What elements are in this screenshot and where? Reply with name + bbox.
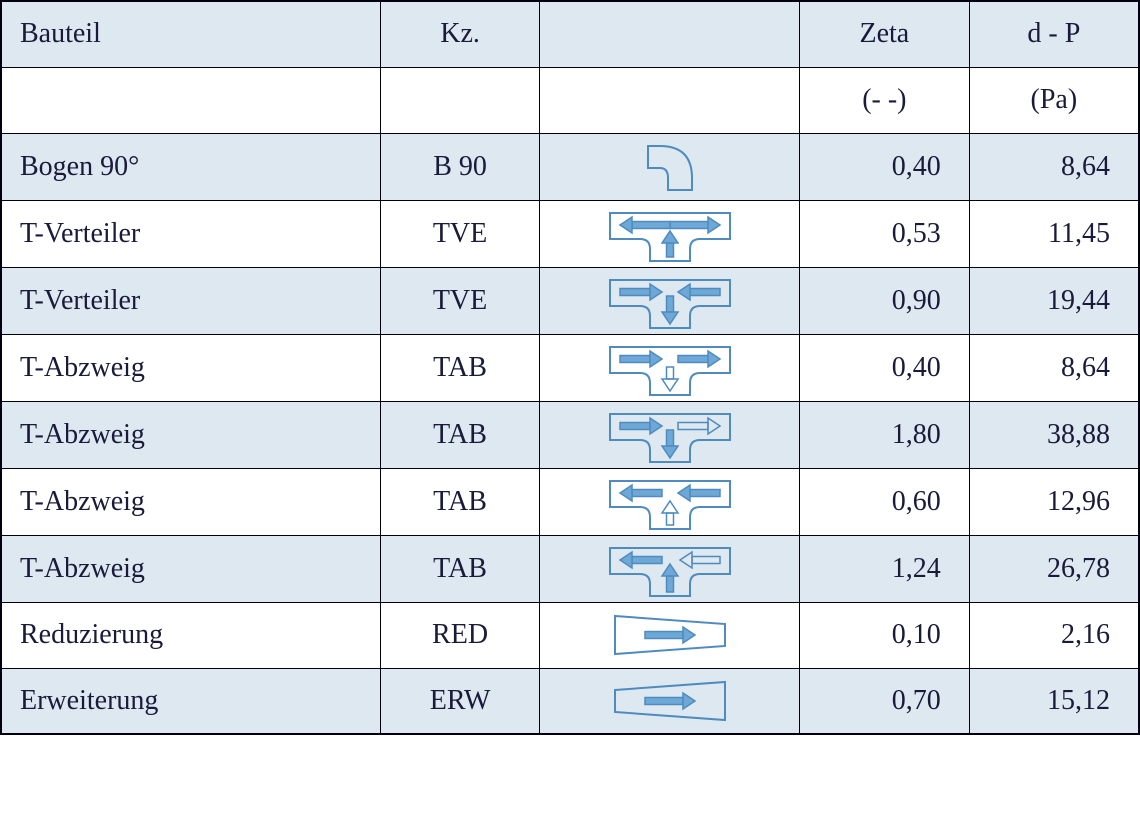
cell-zeta: 0,70 <box>800 668 970 734</box>
cell-kz: ERW <box>380 668 540 734</box>
cell-kz: TAB <box>380 468 540 535</box>
table-row: T-VerteilerTVE 0,9019,44 <box>1 267 1139 334</box>
tab_branch_out-icon <box>540 339 799 397</box>
component-table-wrap: Bauteil Kz. Zeta d - P (- -) (Pa) Bogen … <box>0 0 1140 735</box>
cell-dp: 12,96 <box>969 468 1139 535</box>
tve_split-icon <box>540 205 799 263</box>
cell-dp: 38,88 <box>969 401 1139 468</box>
units-kz <box>380 67 540 133</box>
units-dp: (Pa) <box>969 67 1139 133</box>
tab_down_full-icon <box>540 406 799 464</box>
cell-dp: 11,45 <box>969 200 1139 267</box>
cell-kz: TAB <box>380 535 540 602</box>
cell-zeta: 0,60 <box>800 468 970 535</box>
units-zeta: (- -) <box>800 67 970 133</box>
units-symbol <box>540 67 800 133</box>
cell-kz: RED <box>380 602 540 668</box>
reducer-icon <box>540 610 799 660</box>
cell-symbol <box>540 602 800 668</box>
cell-dp: 15,12 <box>969 668 1139 734</box>
cell-zeta: 1,80 <box>800 401 970 468</box>
cell-bauteil: T-Abzweig <box>1 468 380 535</box>
cell-symbol <box>540 401 800 468</box>
cell-bauteil: Bogen 90° <box>1 133 380 200</box>
header-dp: d - P <box>969 1 1139 67</box>
bogen90-icon <box>540 138 799 196</box>
cell-bauteil: Erweiterung <box>1 668 380 734</box>
cell-dp: 8,64 <box>969 334 1139 401</box>
table-row: T-AbzweigTAB 0,6012,96 <box>1 468 1139 535</box>
table-row: ReduzierungRED 0,102,16 <box>1 602 1139 668</box>
cell-zeta: 1,24 <box>800 535 970 602</box>
cell-kz: TVE <box>380 200 540 267</box>
cell-bauteil: T-Verteiler <box>1 267 380 334</box>
cell-kz: TVE <box>380 267 540 334</box>
table-row: T-AbzweigTAB 1,2426,78 <box>1 535 1139 602</box>
cell-bauteil: T-Abzweig <box>1 535 380 602</box>
cell-symbol <box>540 200 800 267</box>
cell-zeta: 0,10 <box>800 602 970 668</box>
cell-bauteil: T-Abzweig <box>1 401 380 468</box>
cell-symbol <box>540 535 800 602</box>
cell-kz: B 90 <box>380 133 540 200</box>
component-table: Bauteil Kz. Zeta d - P (- -) (Pa) Bogen … <box>0 0 1140 735</box>
cell-dp: 2,16 <box>969 602 1139 668</box>
table-row: Bogen 90°B 90 0,408,64 <box>1 133 1139 200</box>
tve_merge-icon <box>540 272 799 330</box>
tab_up_full-icon <box>540 540 799 598</box>
cell-symbol <box>540 468 800 535</box>
cell-bauteil: Reduzierung <box>1 602 380 668</box>
table-row: T-VerteilerTVE 0,5311,45 <box>1 200 1139 267</box>
header-bauteil: Bauteil <box>1 1 380 67</box>
tab_merge_up-icon <box>540 473 799 531</box>
table-row: T-AbzweigTAB 1,8038,88 <box>1 401 1139 468</box>
header-kz: Kz. <box>380 1 540 67</box>
cell-zeta: 0,40 <box>800 334 970 401</box>
cell-dp: 26,78 <box>969 535 1139 602</box>
units-bauteil <box>1 67 380 133</box>
cell-zeta: 0,90 <box>800 267 970 334</box>
cell-symbol <box>540 267 800 334</box>
table-row: T-AbzweigTAB 0,408,64 <box>1 334 1139 401</box>
cell-dp: 19,44 <box>969 267 1139 334</box>
cell-kz: TAB <box>380 401 540 468</box>
units-row: (- -) (Pa) <box>1 67 1139 133</box>
header-row: Bauteil Kz. Zeta d - P <box>1 1 1139 67</box>
cell-zeta: 0,40 <box>800 133 970 200</box>
table-row: ErweiterungERW 0,7015,12 <box>1 668 1139 734</box>
cell-symbol <box>540 334 800 401</box>
expander-icon <box>540 676 799 726</box>
header-symbol <box>540 1 800 67</box>
cell-kz: TAB <box>380 334 540 401</box>
cell-bauteil: T-Verteiler <box>1 200 380 267</box>
cell-symbol <box>540 668 800 734</box>
cell-bauteil: T-Abzweig <box>1 334 380 401</box>
cell-zeta: 0,53 <box>800 200 970 267</box>
header-zeta: Zeta <box>800 1 970 67</box>
cell-symbol <box>540 133 800 200</box>
cell-dp: 8,64 <box>969 133 1139 200</box>
